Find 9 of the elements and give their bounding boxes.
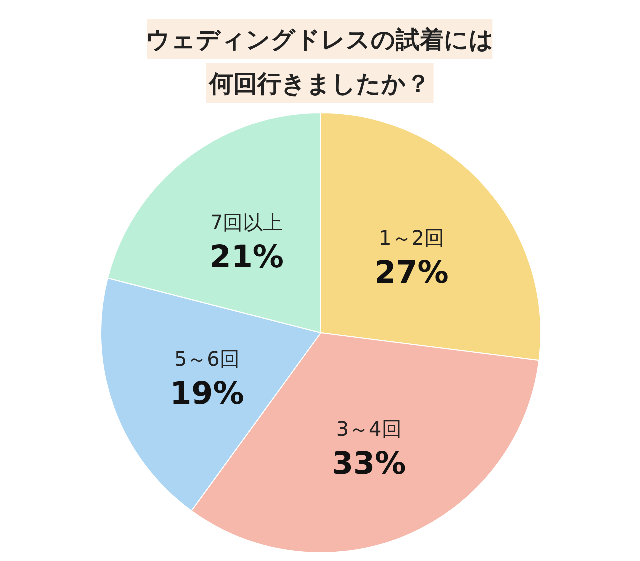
chart-title: ウェディングドレスの試着には何回行きましたか？ bbox=[146, 26, 494, 98]
data-label: 21% bbox=[210, 239, 284, 276]
slice-label: 1～2回 bbox=[379, 226, 444, 250]
slice-label: 7回以上 bbox=[210, 210, 284, 234]
data-label: 19% bbox=[170, 376, 244, 412]
data-label: 27% bbox=[374, 254, 449, 291]
slice-label: 3～4回 bbox=[336, 417, 402, 442]
data-label: 33% bbox=[332, 446, 406, 482]
slice-label: 5～6回 bbox=[174, 346, 240, 371]
